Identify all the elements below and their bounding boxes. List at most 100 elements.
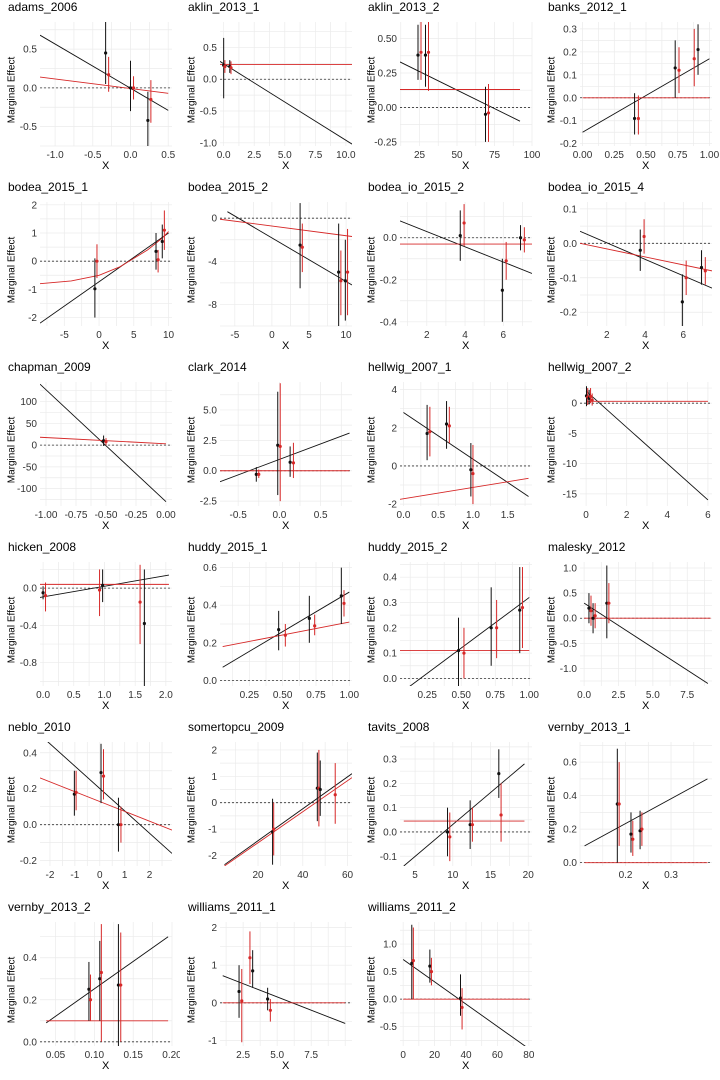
x-axis-label: X xyxy=(282,700,290,712)
chart-panel-hicken-2008: 0.0 0.5 1.0 1.5 2.0 -0.8 -0.4 0.0 hicken_2008 Mar… xyxy=(0,540,180,720)
y-axis-label: Marginal Effect xyxy=(546,596,558,664)
x-axis-label: X xyxy=(462,880,470,892)
grid-lines xyxy=(400,922,532,1046)
linear-estimate-line xyxy=(403,763,525,866)
x-tick-label: -0.25 xyxy=(125,510,148,521)
y-tick-label: -15 xyxy=(563,489,578,500)
red-point xyxy=(333,793,337,797)
panel-title: williams_2011_1 xyxy=(188,900,276,914)
y-tick-label: 1.0 xyxy=(383,940,397,951)
y-tick-label: -2 xyxy=(28,313,37,324)
red-point xyxy=(520,605,525,610)
grid-lines xyxy=(220,742,352,866)
binned-estimate-line xyxy=(40,777,172,831)
black-point xyxy=(98,977,102,981)
red-point xyxy=(462,221,466,225)
chart-svg: 2 4 6 -0.2 -0.1 0.0 0.1 xyxy=(560,202,712,341)
black-point xyxy=(673,66,677,70)
red-point xyxy=(119,823,123,827)
panel-title: hellwig_2007_1 xyxy=(368,360,452,374)
x-tick-label: 0.5 xyxy=(161,150,175,161)
x-tick-label: -0.5 xyxy=(84,150,102,161)
y-tick-label: 0 xyxy=(211,214,217,225)
x-tick-label: 7.5 xyxy=(680,690,694,701)
grid-lines xyxy=(579,742,712,866)
red-point xyxy=(107,73,111,77)
black-point xyxy=(307,616,311,620)
chart-panel-neblo-2010: -2 -1 0 1 2 -0.2 0.0 0.2 0.4 neblo_2010 Marginal E… xyxy=(0,720,180,900)
red-point xyxy=(74,790,78,794)
x-tick-label: 100 xyxy=(524,150,540,161)
black-point xyxy=(591,616,595,620)
black-point xyxy=(128,86,133,90)
y-tick-label: 2 xyxy=(211,745,217,756)
red-point xyxy=(636,116,640,121)
x-tick-label: 5.0 xyxy=(278,150,292,161)
x-tick-label: 6 xyxy=(705,510,711,521)
x-axis-label: X xyxy=(642,700,650,712)
y-tick-label: -0.4 xyxy=(380,317,398,328)
x-axis-label: X xyxy=(462,160,470,172)
y-tick-label: 0.4 xyxy=(23,748,37,759)
linear-estimate-line xyxy=(220,432,350,483)
red-point xyxy=(429,970,434,974)
y-axis-label: Marginal Effect xyxy=(6,956,18,1024)
red-point xyxy=(631,837,635,841)
black-point xyxy=(518,236,523,240)
red-point xyxy=(428,430,432,434)
chart-svg: 25 50 75 100 -0.25 0.00 0.25 0.50 xyxy=(374,22,540,161)
red-point xyxy=(300,245,304,249)
y-tick-label: -0.1 xyxy=(380,852,398,863)
y-tick-label: 50 xyxy=(26,419,38,430)
y-tick-label: -0.2 xyxy=(560,139,578,150)
y-tick-label: 100 xyxy=(20,397,37,408)
red-point xyxy=(283,633,287,637)
red-point xyxy=(486,111,491,115)
red-point xyxy=(99,970,103,975)
red-point xyxy=(257,472,261,476)
y-tick-label: -4 xyxy=(208,257,217,268)
grid-lines xyxy=(580,562,712,686)
black-point xyxy=(489,626,493,630)
red-point xyxy=(291,461,296,465)
chart-panel-bodea-io-2015-4: 2 4 6 -0.2 -0.1 0.0 0.1 bodea_io_2015_4 Marginal… xyxy=(540,180,720,360)
panel-title: bodea_io_2015_4 xyxy=(548,180,645,194)
black-point xyxy=(456,648,461,653)
y-tick-label: 0.2 xyxy=(23,995,37,1006)
y-axis-label: Marginal Effect xyxy=(6,776,18,844)
chart-svg: 0.0 0.5 1.0 1.5 2.0 -0.8 -0.4 0.0 xyxy=(20,562,173,701)
chart-panel-malesky-2012: 0.0 2.5 5.0 7.5 -1.0 -0.5 0.0 0.5 1.0 malesky_201… xyxy=(540,540,720,720)
x-tick-label: -5 xyxy=(60,330,69,341)
black-point xyxy=(428,964,432,968)
x-tick-label: 5 xyxy=(131,330,137,341)
red-point xyxy=(462,651,466,655)
chart-panel-vernby-2013-2: 0.05 0.10 0.15 0.20 0.0 0.2 0.4 vernby_2013_2 Ma… xyxy=(0,900,181,1080)
x-tick-label: 5 xyxy=(412,870,418,881)
y-tick-label: 1.0 xyxy=(563,564,577,575)
x-tick-label: 0 xyxy=(269,330,275,341)
y-tick-label: 0.2 xyxy=(203,638,217,649)
black-point xyxy=(696,47,700,52)
x-axis-label: X xyxy=(282,340,290,352)
chart-panel-huddy-2015-1: 0.25 0.50 0.75 1.00 0.0 0.2 0.4 0.6 huddy_2015_1… xyxy=(180,540,360,720)
black-point xyxy=(154,249,158,253)
red-point xyxy=(640,827,644,831)
red-point xyxy=(156,258,160,262)
x-tick-label: 0.05 xyxy=(46,1050,66,1061)
red-point xyxy=(499,813,503,817)
x-tick-label: 0.50 xyxy=(636,150,656,161)
x-tick-label: 7.5 xyxy=(308,150,322,161)
y-tick-label: -2 xyxy=(208,851,217,862)
linear-estimate-line xyxy=(222,591,350,668)
chart-svg: 0.25 0.50 0.75 1.00 0.0 0.2 0.4 0.6 xyxy=(203,562,360,701)
x-tick-label: 20 xyxy=(252,870,264,881)
y-tick-label: 0 xyxy=(211,998,217,1009)
x-tick-label: 0.20 xyxy=(162,1050,180,1061)
black-point xyxy=(104,51,108,55)
linear-estimate-line xyxy=(40,383,167,502)
red-point xyxy=(471,471,475,476)
black-point xyxy=(518,608,522,612)
red-point xyxy=(590,398,594,402)
red-point xyxy=(470,823,475,827)
x-tick-label: 0.75 xyxy=(668,150,688,161)
